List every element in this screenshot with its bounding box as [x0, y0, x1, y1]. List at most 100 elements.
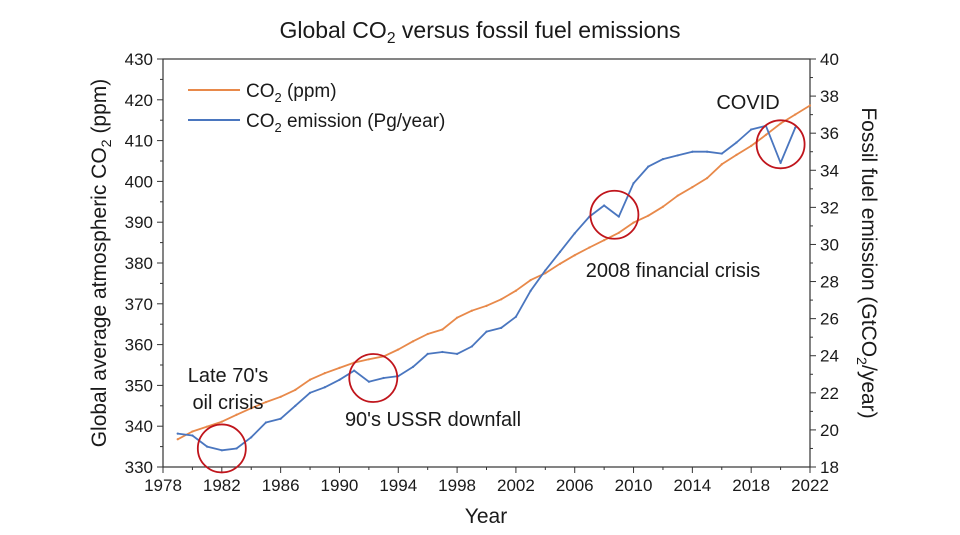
data-point-co2-emission	[632, 182, 635, 185]
y-left-tick-label: 370	[125, 295, 153, 314]
data-point-co2-emission	[750, 128, 753, 131]
y-left-tick-label: 390	[125, 213, 153, 232]
y-left-tick-label: 340	[125, 417, 153, 436]
data-point-co2-emission	[206, 445, 209, 448]
annotation-circle	[348, 353, 399, 403]
data-point-co2-ppm	[573, 254, 576, 257]
data-point-co2-emission	[500, 326, 503, 330]
y-right-tick-label: 28	[820, 273, 839, 292]
data-point-co2-emission	[720, 152, 723, 155]
data-point-co2-emission	[279, 417, 282, 420]
data-point-co2-emission	[441, 350, 444, 354]
x-tick-label: 2002	[497, 476, 535, 495]
data-point-co2-emission	[544, 269, 547, 272]
data-point-co2-ppm	[764, 133, 767, 136]
y-left-axis-title: Global average atmospheric CO2 (ppm)	[88, 79, 115, 448]
data-point-co2-ppm	[794, 113, 797, 116]
x-tick-label: 1990	[321, 476, 359, 495]
data-point-co2-ppm	[206, 425, 209, 428]
data-point-co2-ppm	[647, 214, 650, 217]
data-point-co2-emission	[308, 391, 312, 394]
data-point-co2-emission	[529, 289, 532, 292]
data-point-co2-emission	[558, 250, 562, 253]
data-point-co2-emission	[294, 404, 297, 407]
data-point-co2-emission	[323, 386, 326, 389]
data-point-co2-ppm	[279, 395, 282, 398]
data-point-co2-emission	[617, 215, 620, 218]
data-point-co2-emission	[191, 434, 194, 437]
data-point-co2-ppm	[705, 177, 709, 180]
data-point-co2-ppm	[220, 420, 223, 423]
y-right-tick-label: 18	[820, 458, 839, 477]
data-point-co2-ppm	[426, 332, 429, 336]
y-left-tick-label: 420	[125, 91, 153, 110]
series-line-co2-emission	[177, 124, 797, 452]
x-tick-label: 2014	[673, 476, 711, 495]
data-point-co2-ppm	[455, 316, 459, 319]
y-right-tick-label: 24	[820, 347, 839, 366]
annotation-label: COVID	[716, 92, 779, 114]
data-point-co2-ppm	[632, 221, 635, 224]
y-left-tick-label: 330	[125, 458, 153, 477]
data-point-co2-ppm	[441, 328, 444, 331]
data-point-co2-emission	[455, 352, 459, 355]
data-point-co2-ppm	[750, 144, 753, 148]
annotation-label: Late 70's	[188, 365, 269, 387]
data-point-co2-ppm	[603, 239, 606, 242]
data-point-co2-ppm	[735, 153, 738, 156]
annotation-circle	[589, 189, 640, 240]
annotation-label: 2008 financial crisis	[586, 260, 761, 282]
data-point-co2-emission	[367, 380, 370, 383]
annotation-label: oil crisis	[192, 392, 263, 414]
data-point-co2-ppm	[529, 279, 532, 282]
data-point-co2-ppm	[661, 205, 665, 208]
x-tick-label: 1982	[203, 476, 241, 495]
data-point-co2-ppm	[367, 358, 370, 361]
data-point-co2-ppm	[411, 340, 415, 343]
x-tick-label: 1998	[438, 476, 476, 495]
y-right-tick-label: 40	[820, 50, 839, 69]
x-axis-title: Year	[465, 505, 507, 528]
data-point-co2-emission	[250, 436, 253, 439]
data-point-co2-emission	[676, 154, 679, 157]
y-right-tick-label: 22	[820, 384, 839, 403]
data-point-co2-ppm	[323, 372, 326, 375]
x-tick-label: 1986	[262, 476, 300, 495]
x-tick-label: 2006	[556, 476, 594, 495]
data-point-co2-emission	[779, 161, 782, 164]
data-point-co2-emission	[514, 315, 518, 318]
y-right-tick-label: 26	[820, 310, 839, 329]
data-point-co2-ppm	[264, 401, 268, 404]
x-tick-label: 2010	[615, 476, 653, 495]
y-left-tick-label: 380	[125, 254, 153, 273]
data-point-co2-ppm	[720, 163, 723, 166]
y-left-tick-label: 400	[125, 172, 153, 191]
data-point-co2-emission	[647, 165, 650, 168]
y-right-tick-label: 34	[820, 161, 839, 180]
data-point-co2-ppm	[558, 262, 562, 265]
data-point-co2-ppm	[588, 246, 591, 249]
data-point-co2-emission	[470, 345, 473, 348]
data-point-co2-ppm	[500, 298, 503, 301]
data-point-co2-ppm	[470, 309, 473, 312]
x-tick-label: 2022	[791, 476, 829, 495]
series-line-co2-ppm	[177, 104, 811, 441]
data-point-co2-emission	[353, 369, 356, 372]
y-left-tick-label: 430	[125, 50, 153, 69]
annotation-circle	[755, 119, 806, 170]
annotation-circle	[196, 423, 247, 474]
data-point-co2-emission	[426, 352, 429, 355]
data-point-co2-emission	[661, 158, 665, 161]
data-point-co2-emission	[220, 449, 223, 452]
x-tick-label: 1994	[379, 476, 417, 495]
y-left-tick-label: 350	[125, 376, 153, 395]
data-point-co2-emission	[485, 330, 488, 333]
data-point-co2-ppm	[485, 304, 488, 307]
y-left-tick-label: 360	[125, 336, 153, 355]
y-right-tick-label: 36	[820, 124, 839, 143]
data-point-co2-ppm	[176, 438, 179, 441]
y-left-tick-label: 410	[125, 132, 153, 151]
data-point-co2-emission	[603, 204, 606, 207]
legend-label: CO2 (ppm)	[246, 81, 337, 105]
